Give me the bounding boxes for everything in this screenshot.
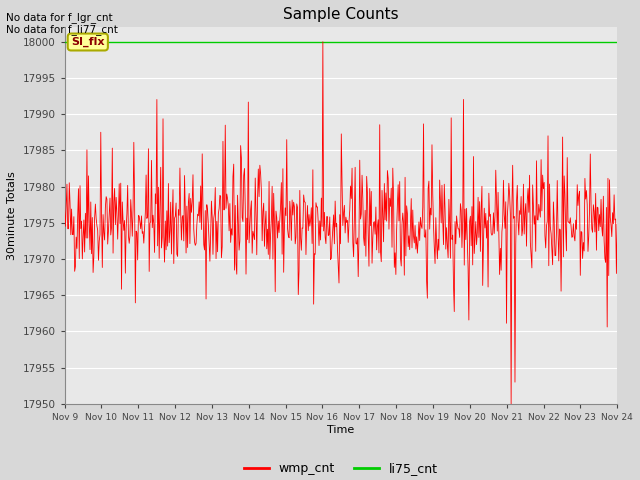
Title: Sample Counts: Sample Counts	[283, 7, 399, 22]
Text: No data for f_li77_cnt: No data for f_li77_cnt	[6, 24, 118, 35]
Text: SI_flx: SI_flx	[71, 37, 104, 47]
Legend: wmp_cnt, li75_cnt: wmp_cnt, li75_cnt	[239, 457, 443, 480]
Text: No data for f_lgr_cnt: No data for f_lgr_cnt	[6, 12, 113, 23]
X-axis label: Time: Time	[327, 425, 355, 435]
Y-axis label: 30minute Totals: 30minute Totals	[7, 171, 17, 260]
